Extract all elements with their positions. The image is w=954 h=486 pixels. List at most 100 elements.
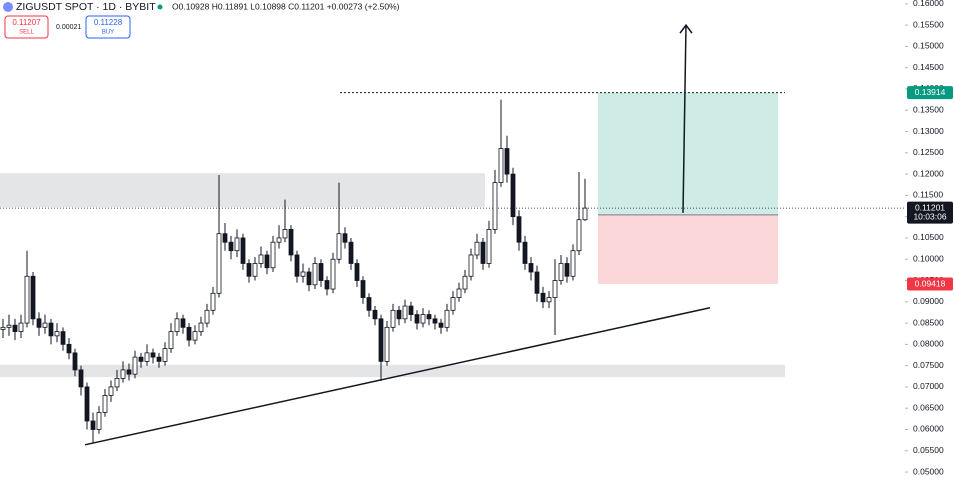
candle-body bbox=[348, 241, 354, 264]
candle-body bbox=[6, 324, 12, 328]
candle-body bbox=[36, 318, 42, 328]
candle-body bbox=[324, 280, 330, 290]
sell-button[interactable] bbox=[4, 15, 49, 39]
candle-body bbox=[282, 229, 288, 239]
candle-body bbox=[540, 292, 546, 303]
candle-body bbox=[480, 241, 486, 264]
countdown: 10:03:06 bbox=[913, 211, 946, 221]
buy-button[interactable] bbox=[85, 15, 131, 39]
candle-body bbox=[108, 386, 114, 396]
candle-body bbox=[504, 148, 510, 175]
y-tick-label: 0.10500 bbox=[913, 232, 944, 242]
candle-body bbox=[234, 237, 240, 252]
candle-body bbox=[60, 331, 66, 345]
candle-body bbox=[384, 326, 390, 362]
candle-body bbox=[474, 241, 480, 256]
y-tick-label: 0.09000 bbox=[913, 296, 944, 306]
candle-body bbox=[150, 352, 156, 358]
sell-price: 0.11207 bbox=[12, 18, 41, 27]
candle-body bbox=[288, 229, 294, 256]
target-price-label: 0.13914 bbox=[915, 87, 946, 97]
candle-body bbox=[534, 271, 540, 294]
candle-body bbox=[294, 254, 300, 277]
candle-body bbox=[228, 241, 234, 252]
candle-body bbox=[516, 216, 522, 243]
symbol-icon bbox=[3, 2, 13, 12]
candle-body bbox=[168, 331, 174, 350]
candles bbox=[0, 99, 588, 444]
symbol-title: ZIGUSDT SPOT · 1D · BYBIT bbox=[16, 1, 156, 13]
y-tick-label: 0.05000 bbox=[913, 466, 944, 476]
stop-price-label: 0.09418 bbox=[915, 278, 946, 288]
y-tick-label: 0.12500 bbox=[913, 147, 944, 157]
candle-body bbox=[336, 233, 342, 260]
zone bbox=[0, 364, 785, 378]
candle-body bbox=[90, 420, 96, 430]
candle-body bbox=[372, 309, 378, 320]
y-tick-label: 0.10000 bbox=[913, 253, 944, 263]
y-tick-label: 0.12000 bbox=[913, 168, 944, 178]
candle-body bbox=[510, 173, 516, 218]
profit-zone bbox=[598, 92, 778, 215]
ohlc-values: O0.10928 H0.11891 L0.10898 C0.11201 +0.0… bbox=[172, 1, 400, 11]
candle-body bbox=[546, 297, 552, 303]
candle-body bbox=[72, 352, 78, 371]
arrow-head bbox=[679, 23, 693, 34]
candle-body bbox=[552, 280, 558, 298]
candle-body bbox=[54, 331, 60, 337]
candle-body bbox=[120, 369, 126, 379]
y-tick-label: 0.07000 bbox=[913, 381, 944, 391]
candle-body bbox=[204, 309, 210, 324]
candle-body bbox=[306, 271, 312, 286]
candle-body bbox=[444, 309, 450, 328]
candle-body bbox=[366, 297, 372, 311]
arrow-shaft bbox=[682, 25, 687, 213]
y-tick-label: 0.08500 bbox=[913, 317, 944, 327]
candle-body bbox=[354, 263, 360, 281]
y-tick-label: 0.05500 bbox=[913, 445, 944, 455]
candle-body bbox=[48, 322, 54, 337]
candle-body bbox=[438, 322, 444, 328]
candle-body bbox=[78, 369, 84, 388]
candle-body bbox=[222, 233, 228, 243]
y-tick-label: 0.15500 bbox=[913, 19, 944, 29]
candle-body bbox=[486, 229, 492, 264]
candle-body bbox=[96, 412, 102, 430]
candle-body bbox=[66, 343, 72, 354]
y-tick-label: 0.06500 bbox=[913, 402, 944, 412]
sell-label: SELL bbox=[19, 30, 34, 36]
last-price-tag bbox=[907, 201, 953, 224]
candle-body bbox=[456, 288, 462, 298]
target-price-tag bbox=[907, 86, 953, 100]
y-tick-label: 0.07500 bbox=[913, 360, 944, 370]
candle-body bbox=[24, 275, 30, 324]
candle-body bbox=[258, 254, 264, 264]
price-axis: 0.160000.155000.150000.145000.140000.135… bbox=[905, 0, 954, 481]
candle-body bbox=[210, 292, 216, 311]
candle-body bbox=[192, 331, 198, 341]
candle-body bbox=[408, 305, 414, 315]
candle-body bbox=[522, 241, 528, 264]
candle-body bbox=[564, 263, 570, 277]
candle-body bbox=[426, 314, 432, 320]
candle-body bbox=[216, 233, 222, 294]
candle-body bbox=[414, 314, 420, 324]
candle-body bbox=[162, 348, 168, 362]
candle-body bbox=[102, 395, 108, 413]
candle-body bbox=[186, 326, 192, 341]
axis-background bbox=[905, 0, 954, 481]
candle-body bbox=[312, 263, 318, 286]
candle-body bbox=[492, 182, 498, 230]
candle-body bbox=[18, 322, 24, 332]
candle-body bbox=[342, 233, 348, 243]
candle-body bbox=[576, 219, 582, 252]
candle-body bbox=[558, 263, 564, 281]
candle-body bbox=[570, 250, 576, 277]
candle-body bbox=[198, 322, 204, 332]
candle-body bbox=[138, 356, 144, 362]
buy-label: BUY bbox=[102, 30, 114, 36]
trendline bbox=[84, 307, 711, 446]
zone bbox=[0, 173, 485, 208]
candle-body bbox=[390, 309, 396, 328]
header: ZIGUSDT SPOT · 1D · BYBIT O0.10928 H0.11… bbox=[3, 1, 400, 39]
